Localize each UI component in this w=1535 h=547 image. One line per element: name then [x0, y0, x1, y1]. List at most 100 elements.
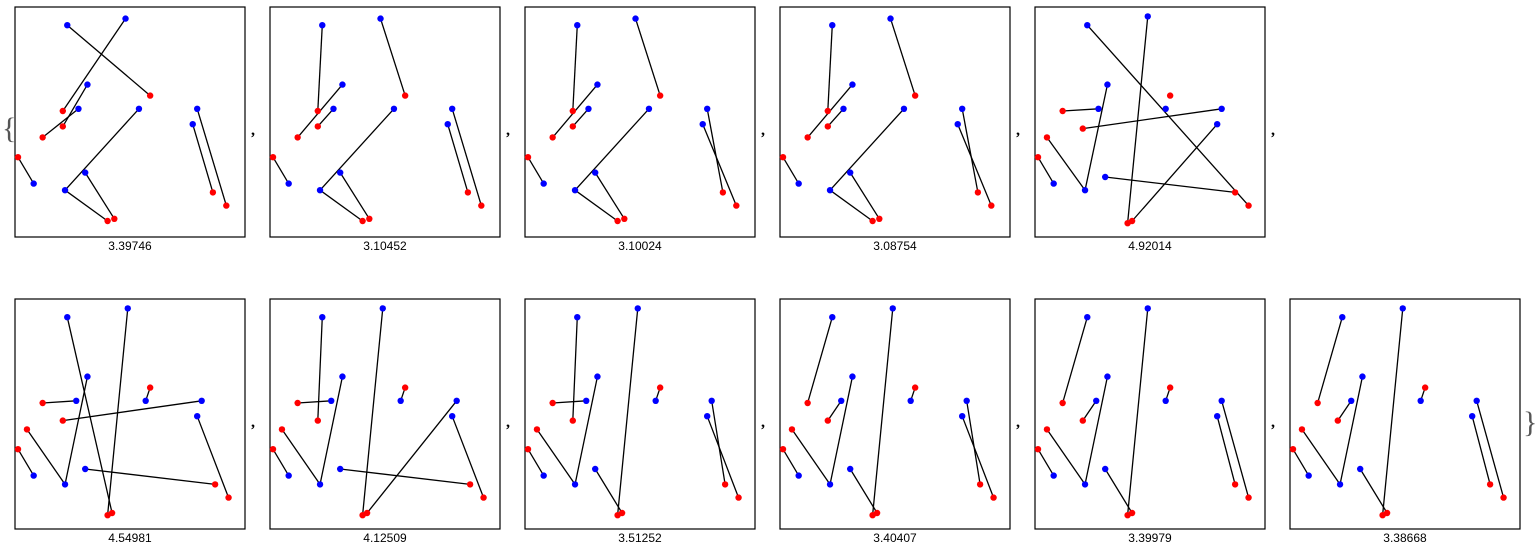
matching-edge	[527, 156, 545, 184]
matching-edge	[849, 468, 878, 514]
red-point	[1128, 509, 1136, 517]
matching-edge	[66, 24, 151, 97]
red-point	[1166, 92, 1174, 99]
blue-point	[826, 187, 834, 194]
red-point	[146, 92, 154, 99]
matching-edge	[782, 448, 800, 476]
plot-frame	[269, 298, 501, 530]
blue-point	[1469, 413, 1476, 420]
matching-edge	[1471, 416, 1491, 485]
blue-point	[1357, 465, 1364, 473]
matching-edge	[379, 18, 406, 96]
plot-caption: 3.40407	[873, 531, 917, 545]
blue-point	[847, 465, 854, 473]
red-point	[223, 202, 230, 209]
blue-point	[708, 397, 715, 404]
plot-frame	[269, 6, 501, 238]
red-point	[569, 107, 576, 115]
red-point	[401, 384, 409, 391]
blue-point	[61, 187, 69, 194]
blue-point	[1050, 472, 1057, 479]
blue-point	[907, 397, 914, 404]
plot-caption: 4.12509	[363, 531, 407, 545]
matching-edge	[1046, 429, 1086, 485]
blue-point	[316, 187, 324, 194]
red-point	[59, 417, 66, 424]
blue-point	[339, 373, 346, 380]
red-point	[911, 384, 919, 391]
red-point	[363, 509, 371, 517]
blue-point	[959, 105, 966, 113]
matching-edge	[272, 156, 290, 184]
matching-edge	[706, 108, 724, 193]
matching-edge	[572, 108, 589, 127]
red-point	[59, 123, 66, 130]
red-point	[788, 426, 796, 433]
matching-edge	[574, 108, 650, 191]
blue-point	[75, 105, 82, 113]
red-point	[779, 154, 787, 161]
red-point	[111, 215, 118, 222]
blue-point	[84, 81, 91, 88]
blue-point	[390, 105, 398, 113]
red-point	[480, 494, 487, 501]
matching-edge	[1037, 156, 1055, 184]
blue-point	[84, 373, 91, 380]
blue-point	[30, 472, 37, 479]
blue-point	[1214, 413, 1221, 420]
red-point	[1166, 384, 1174, 391]
matching-edge	[196, 415, 230, 498]
blue-point	[1348, 397, 1355, 404]
blue-point	[829, 314, 836, 321]
red-point	[294, 134, 301, 141]
blue-point	[699, 121, 706, 128]
plot-caption: 3.10452	[363, 239, 407, 253]
plot-caption: 3.39979	[1128, 531, 1172, 545]
matching-edge	[1317, 317, 1343, 404]
blue-point	[285, 472, 292, 479]
blue-point	[1162, 105, 1169, 113]
open-brace: {	[2, 112, 16, 145]
red-point	[1059, 399, 1066, 407]
red-point	[314, 123, 321, 130]
matching-edge	[827, 108, 844, 127]
plot-panel: 3.40407	[779, 298, 1011, 545]
red-point	[621, 215, 628, 222]
blue-point	[1305, 472, 1312, 479]
blue-point	[592, 465, 599, 473]
blue-point	[1399, 305, 1406, 312]
red-point	[1421, 384, 1429, 391]
blue-point	[826, 481, 834, 488]
red-point	[59, 107, 66, 115]
red-point	[618, 509, 626, 517]
red-point	[14, 446, 22, 453]
list-separator: ,	[251, 122, 255, 139]
blue-point	[285, 180, 292, 187]
matching-edge	[1126, 16, 1149, 224]
matching-edge	[574, 376, 599, 485]
red-point	[1383, 509, 1391, 517]
blue-point	[1095, 105, 1102, 113]
list-separator: ,	[506, 122, 510, 139]
matching-edge	[319, 108, 395, 191]
list-separator: ,	[251, 414, 255, 431]
red-point	[524, 446, 532, 453]
blue-point	[319, 22, 326, 29]
blue-point	[1473, 397, 1480, 404]
matching-edge	[1084, 376, 1109, 485]
red-point	[876, 215, 883, 222]
blue-point	[377, 15, 384, 22]
matching-edge	[634, 18, 661, 96]
plot-frame	[1034, 6, 1266, 238]
blue-point	[1050, 180, 1057, 187]
red-point	[1043, 134, 1051, 141]
red-point	[1043, 426, 1051, 433]
blue-point	[453, 397, 460, 404]
red-point	[721, 481, 729, 488]
red-point	[225, 494, 232, 501]
plot-panel: 3.10452	[269, 6, 501, 253]
blue-point	[328, 397, 335, 404]
blue-point	[585, 105, 592, 113]
blue-point	[954, 121, 961, 128]
